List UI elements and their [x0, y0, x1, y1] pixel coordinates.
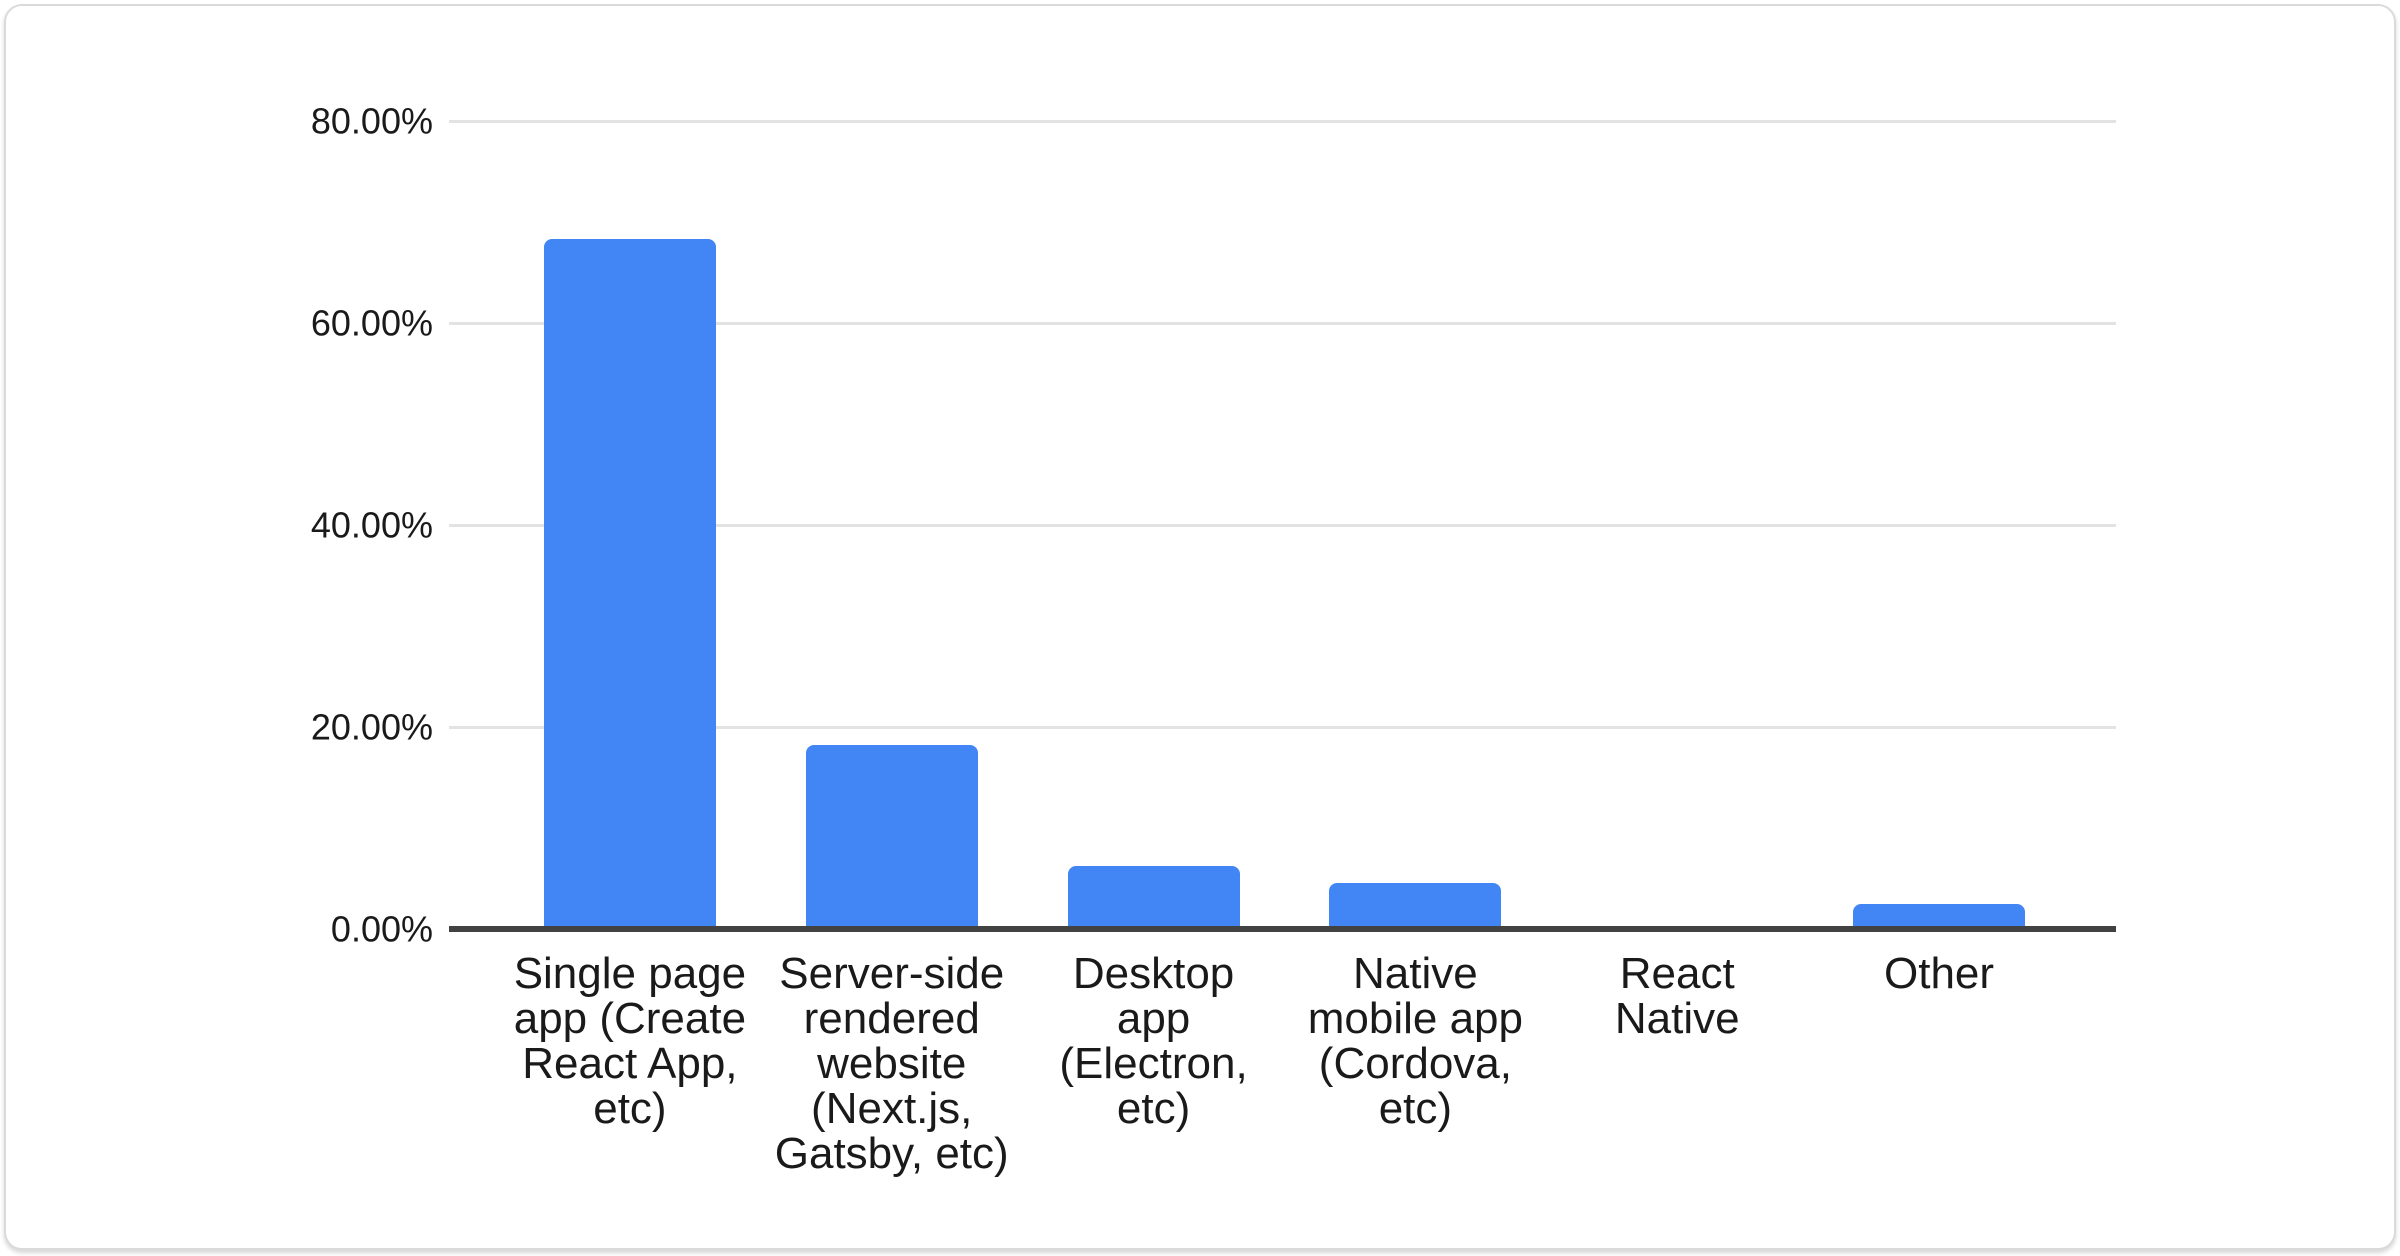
- y-tick-label: 60.00%: [310, 302, 433, 344]
- category-label-cell: React Native: [1546, 951, 1808, 1176]
- bar-band: [1808, 121, 2070, 929]
- category-label-cell: Single page app (Create React App, etc): [499, 951, 761, 1176]
- gridline: [449, 120, 2116, 123]
- bar-band: [1023, 121, 1285, 929]
- x-axis-line: [449, 926, 2116, 932]
- category-label: Server-side rendered website (Next.js, G…: [774, 949, 1009, 1178]
- bar: [1329, 882, 1502, 929]
- plot-area: 80.00% 60.00% 40.00% 20.00% 0.00%: [311, 101, 2116, 950]
- bar-band: [499, 121, 761, 929]
- category-label: Single page app (Create React App, etc): [513, 949, 747, 1133]
- y-tick-label: 40.00%: [310, 504, 433, 546]
- y-tick-label: 0.00%: [330, 908, 433, 950]
- bar: [543, 239, 716, 929]
- category-label: Other: [1884, 949, 1995, 998]
- bar: [1067, 866, 1240, 929]
- y-tick-label: 20.00%: [310, 706, 433, 748]
- gridline: [449, 524, 2116, 527]
- chart-card: 80.00% 60.00% 40.00% 20.00% 0.00% Single pag…: [4, 4, 2396, 1250]
- y-tick-label: 80.00%: [310, 100, 433, 142]
- category-labels: Single page app (Create React App, etc) S…: [499, 951, 2070, 1176]
- bar: [1853, 903, 2026, 929]
- bar-series: [499, 121, 2070, 929]
- category-label-cell: Desktop app (Electron, etc): [1023, 951, 1285, 1176]
- category-label: Desktop app (Electron, etc): [1059, 949, 1248, 1133]
- bar: [805, 745, 978, 929]
- category-label: React Native: [1614, 949, 1740, 1043]
- category-label-cell: Native mobile app (Cordova, etc): [1284, 951, 1546, 1176]
- gridline: [449, 726, 2116, 729]
- bar-band: [1546, 121, 1808, 929]
- category-label-cell: Server-side rendered website (Next.js, G…: [761, 951, 1023, 1176]
- category-label: Native mobile app (Cordova, etc): [1307, 949, 1524, 1133]
- bar-band: [761, 121, 1023, 929]
- bar-band: [1284, 121, 1546, 929]
- category-label-cell: Other: [1808, 951, 2070, 1176]
- gridline: [449, 322, 2116, 325]
